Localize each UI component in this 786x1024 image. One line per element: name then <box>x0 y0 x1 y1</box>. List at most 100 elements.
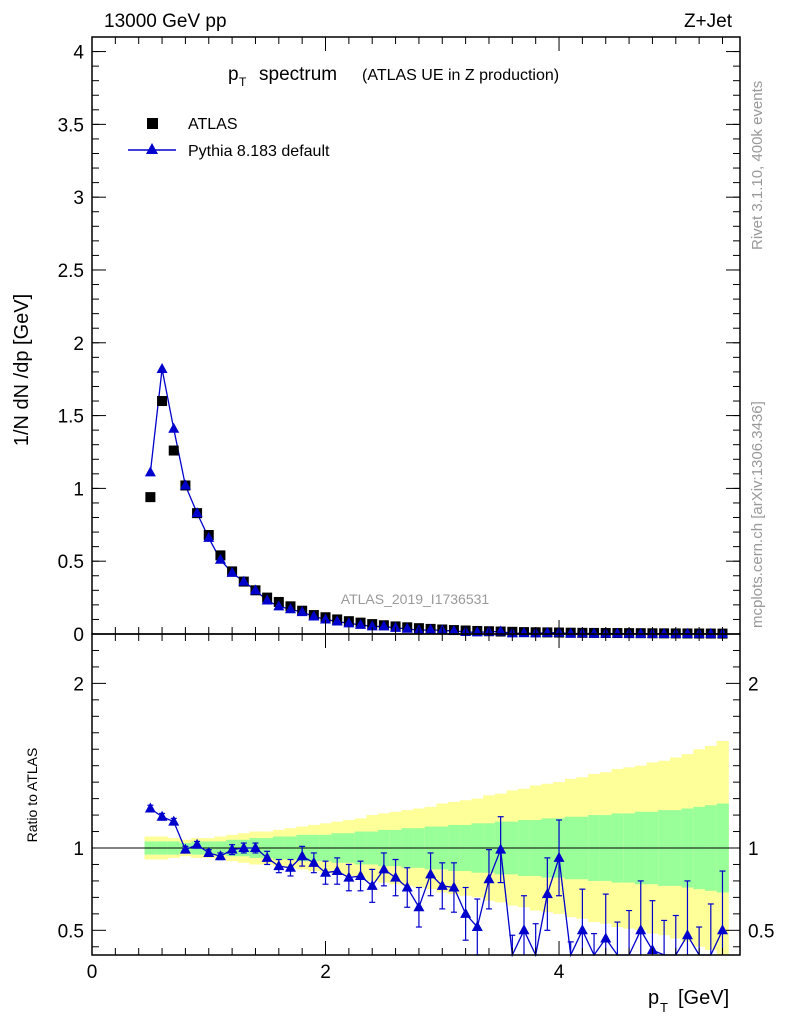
xtick-label: 0 <box>87 962 98 983</box>
pythia-point <box>495 625 507 636</box>
xlabel-sub: T <box>660 1000 668 1015</box>
pythia-point <box>226 566 238 577</box>
ratio-ytick-label-right: 2 <box>748 674 759 695</box>
pythia-point <box>284 603 296 614</box>
atlas-point <box>145 492 156 503</box>
source-info: mcplots.cern.ch [arXiv:1306.3436] <box>749 401 766 628</box>
ratio-point <box>436 879 448 890</box>
x-axis-label: p T [GeV] <box>648 987 729 1015</box>
ratio-point <box>343 871 355 882</box>
ratio-point <box>390 871 402 882</box>
pythia-point <box>378 620 390 631</box>
legend-pythia-label: Pythia 8.183 default <box>188 143 330 160</box>
ratio-point <box>168 815 180 826</box>
ratio-point <box>273 860 285 871</box>
ratio-ytick-label: 2 <box>73 674 84 695</box>
pythia-point <box>156 362 168 373</box>
pythia-point <box>249 584 261 595</box>
pythia-point <box>588 627 600 638</box>
ratio-point <box>355 869 367 880</box>
ratio-point <box>483 873 495 884</box>
pythia-point <box>658 627 670 638</box>
title-main: spectrum <box>259 64 337 85</box>
pythia-point <box>144 466 156 477</box>
ratio-point <box>238 842 250 852</box>
ratio-point <box>191 838 203 849</box>
ratio-point <box>144 802 156 813</box>
legend-pythia-marker <box>146 143 158 154</box>
plot-title: p T spectrum (ATLAS UE in Z production) <box>228 64 559 89</box>
ratio-point <box>366 879 378 890</box>
energy-label: 13000 GeV pp <box>104 11 227 32</box>
pythia-point <box>705 627 717 638</box>
ratio-frame <box>91 633 741 956</box>
ratio-point <box>553 851 565 862</box>
ratio-point <box>226 843 238 854</box>
pythia-point <box>366 620 378 631</box>
ratio-point <box>541 888 553 899</box>
main-ytick-label: 1.5 <box>58 407 84 428</box>
main-ytick-label: 2.5 <box>58 261 84 282</box>
ratio-point <box>425 868 437 879</box>
legend-atlas-marker <box>147 118 158 129</box>
pythia-point <box>320 613 332 624</box>
main-ytick-label: 4 <box>73 43 84 64</box>
pythia-point <box>261 594 273 605</box>
xlabel-p: p <box>648 987 659 1009</box>
ratio-point <box>576 924 588 935</box>
atlas-point <box>168 445 179 456</box>
ratio-point <box>600 932 612 943</box>
pythia-point <box>390 621 402 632</box>
ratio-point <box>635 924 647 935</box>
xtick-label: 2 <box>320 962 331 983</box>
title-pt: p <box>228 64 239 85</box>
legend-atlas-label: ATLAS <box>188 116 238 133</box>
ratio-ytick-label: 0.5 <box>58 921 84 942</box>
ratio-point <box>495 843 507 854</box>
ratio-point <box>460 907 472 918</box>
pythia-point <box>296 606 308 617</box>
pythia-point <box>168 422 180 433</box>
ratio-point <box>471 921 483 932</box>
ratio-point <box>261 851 273 862</box>
pythia-point <box>401 622 413 633</box>
axes: 00.511.522.533.540 2 40.5 0.51 12 2 <box>58 36 774 983</box>
pythia-point <box>681 627 693 638</box>
title-sub: (ATLAS UE in Z production) <box>362 67 559 84</box>
ratio-point <box>284 861 296 872</box>
ratio-ytick-label: 1 <box>73 839 84 860</box>
main-ytick-label: 1 <box>73 479 84 500</box>
pythia-point <box>611 627 623 638</box>
ratio-point <box>401 881 413 892</box>
ratio-point <box>214 850 226 861</box>
ratio-point <box>308 856 320 867</box>
pythia-point <box>308 610 320 621</box>
ratio-point <box>179 843 191 854</box>
main-ytick-label: 0.5 <box>58 552 84 573</box>
xtick-label: 4 <box>554 962 565 983</box>
ratio-point <box>296 850 308 861</box>
pythia-point <box>238 575 250 586</box>
analysis-id: ATLAS_2019_I1736531 <box>341 591 490 607</box>
ratio-ytick-label-right: 0.5 <box>748 921 774 942</box>
main-ytick-label: 2 <box>73 334 84 355</box>
ratio-point <box>249 842 261 852</box>
pythia-point <box>179 479 191 490</box>
ratio-point <box>716 924 728 935</box>
pythia-point <box>191 507 203 518</box>
ratio-ylabel: Ratio to ATLAS <box>24 748 40 843</box>
pythia-point <box>214 553 226 564</box>
ratio-point <box>203 846 215 857</box>
main-ytick-label: 3 <box>73 188 84 209</box>
ratio-point <box>448 881 460 892</box>
xlabel-unit: [GeV] <box>678 987 729 1009</box>
title-pt-sub: T <box>239 75 247 89</box>
ratio-series <box>92 802 740 958</box>
ratio-ytick-label-right: 1 <box>748 839 759 860</box>
legend: ATLAS Pythia 8.183 default <box>128 116 330 160</box>
pythia-point <box>343 617 355 628</box>
pythia-point <box>331 615 343 626</box>
pythia-point <box>203 531 215 542</box>
main-ytick-label: 3.5 <box>58 115 84 136</box>
